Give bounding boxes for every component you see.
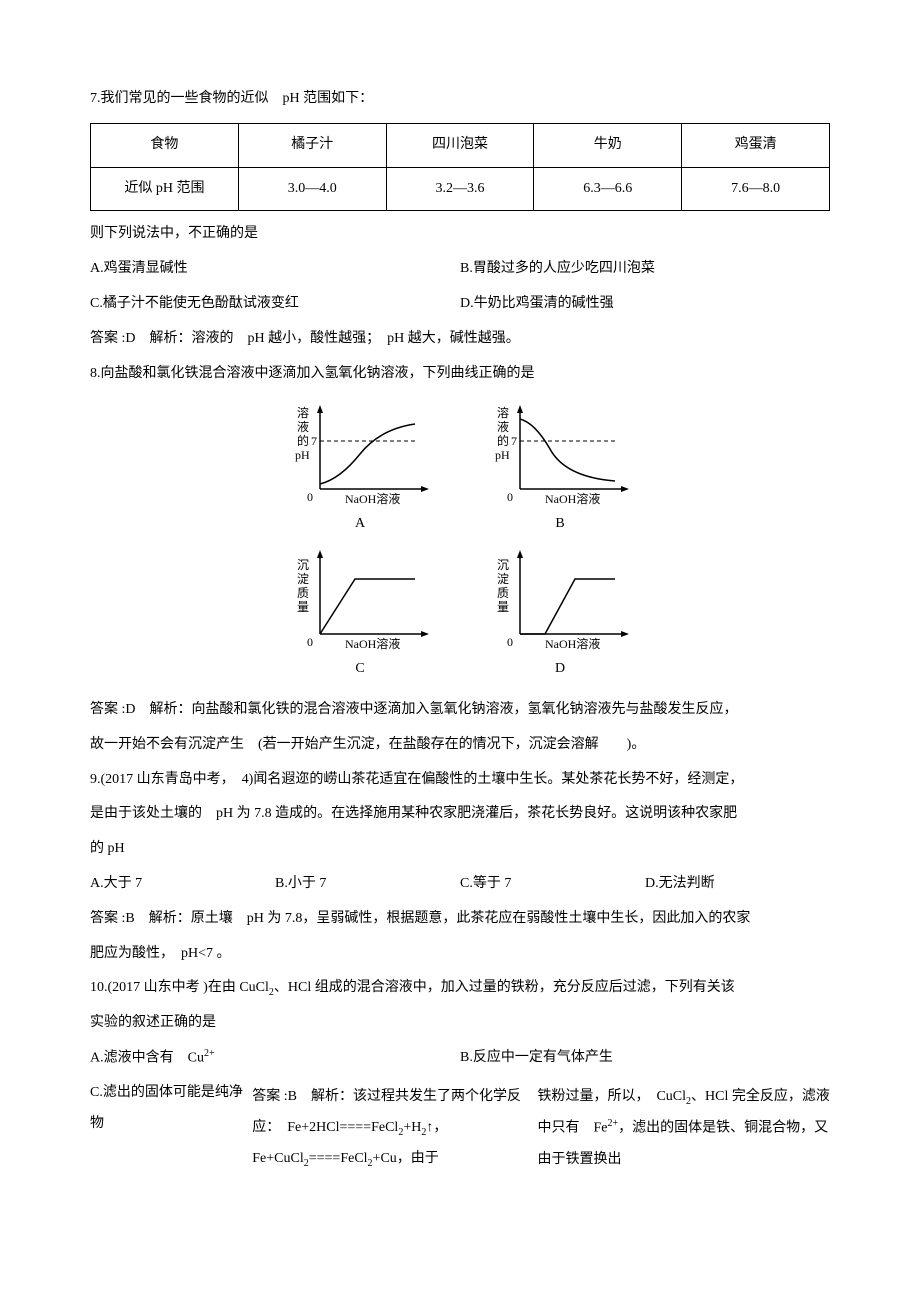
q7-stem: 7.我们常见的一些食物的近似 pH 范围如下： <box>90 84 830 115</box>
chart-c-origin: 0 <box>307 635 313 649</box>
q7-prompt: 则下列说法中，不正确的是 <box>90 219 830 250</box>
q8-answer-2: 故一开始不会有沉淀产生 (若一开始产生沉淀，在盐酸存在的情况下，沉淀会溶解 )。 <box>90 730 830 761</box>
chart-d: 沉 淀 质 量 0 NaOH溶液 <box>485 544 635 654</box>
q10-opt-c: C.滤出的固体可能是纯净物 <box>90 1078 252 1179</box>
th-paocai: 四川泡菜 <box>386 123 534 167</box>
chart-a-xlabel: NaOH溶液 <box>345 491 400 506</box>
cell-juice: 3.0—4.0 <box>238 167 386 211</box>
chart-b-ylabel-2: 液 <box>497 419 509 434</box>
q10-stem-2: 实验的叙述正确的是 <box>90 1008 830 1039</box>
th-juice: 橘子汁 <box>238 123 386 167</box>
q9-opt-b: B.小于 7 <box>275 869 460 900</box>
chart-b-label: B <box>485 509 635 540</box>
chart-d-ylabel-2: 淀 <box>497 572 509 586</box>
q9-answer-1: 答案 :B 解析：原土壤 pH 为 7.8，呈弱碱性，根据题意，此茶花应在弱酸性… <box>90 904 830 935</box>
q7-opt-b: B.胃酸过多的人应少吃四川泡菜 <box>460 254 830 285</box>
q10-opt-a: A.滤液中含有 Cu2+ <box>90 1043 460 1074</box>
q10-stem-1a: 10.(2017 山东中考 )在由 CuCl <box>90 980 269 995</box>
chart-d-xlabel: NaOH溶液 <box>545 636 600 651</box>
chart-b-origin: 0 <box>507 490 513 504</box>
q10-ans-mid1: +H <box>403 1120 421 1135</box>
q9-stem-1: 9.(2017 山东青岛中考， 4)闻名遐迩的崂山茶花适宜在偏酸性的土壤中生长。… <box>90 765 830 796</box>
th-milk: 牛奶 <box>534 123 682 167</box>
chart-a-label: A <box>285 509 435 540</box>
q10-answer-1: 答案 :B 解析：该过程共发生了两个化学反应： Fe+2HCl====FeCl2… <box>252 1082 537 1175</box>
cell-egg: 7.6—8.0 <box>682 167 830 211</box>
chart-b-ylabel-1: 溶 <box>497 405 509 420</box>
q8-answer-1: 答案 :D 解析：向盐酸和氯化铁的混合溶液中逐滴加入氢氧化钠溶液，氢氧化钠溶液先… <box>90 695 830 726</box>
row-label: 近似 pH 范围 <box>91 167 239 211</box>
chart-d-ylabel-4: 量 <box>497 600 509 614</box>
q9-opt-c: C.等于 7 <box>460 869 645 900</box>
q7-opt-d: D.牛奶比鸡蛋清的碱性强 <box>460 289 830 320</box>
chart-c: 沉 淀 质 量 0 NaOH溶液 <box>285 544 435 654</box>
chart-a-origin: 0 <box>307 490 313 504</box>
q10-ans-mid4: +Cu，由于 <box>373 1151 439 1166</box>
th-food: 食物 <box>91 123 239 167</box>
chart-d-ylabel-1: 沉 <box>497 558 509 572</box>
th-egg: 鸡蛋清 <box>682 123 830 167</box>
chart-b-ylabel-4: pH <box>495 448 510 462</box>
q10-answer-2: 铁粉过量，所以， CuCl2、HCl 完全反应，滤液中只有 Fe2+，滤出的固体… <box>537 1082 830 1175</box>
chart-d-ylabel-3: 质 <box>497 586 509 600</box>
chart-a-ylabel-1: 溶 <box>297 405 309 420</box>
chart-c-xlabel: NaOH溶液 <box>345 636 400 651</box>
q9-opt-a: A.大于 7 <box>90 869 275 900</box>
cell-milk: 6.3—6.6 <box>534 167 682 211</box>
chart-c-ylabel-1: 沉 <box>297 558 309 572</box>
q7-answer: 答案 :D 解析：溶液的 pH 越小，酸性越强； pH 越大，碱性越强。 <box>90 324 830 355</box>
chart-b-tick7: 7 <box>511 434 517 448</box>
q9-stem-3: 的 pH <box>90 834 830 865</box>
q8-stem: 8.向盐酸和氯化铁混合溶液中逐滴加入氢氧化钠溶液，下列曲线正确的是 <box>90 359 830 390</box>
q10-ans-pre: 答案 :B 解析：该过程共发生了两个化学反应： Fe+2HCl====FeCl <box>252 1089 521 1135</box>
chart-b-ylabel-3: 的 <box>497 433 509 448</box>
q9-stem-2: 是由于该处土壤的 pH 为 7.8 造成的。在选择施用某种农家肥浇灌后，茶花长势… <box>90 799 830 830</box>
chart-d-label: D <box>485 654 635 685</box>
cell-paocai: 3.2—3.6 <box>386 167 534 211</box>
chart-a: 溶 液 的 pH 7 0 NaOH溶液 <box>285 399 435 509</box>
q8-charts: 溶 液 的 pH 7 0 NaOH溶液 A 溶 液 的 pH <box>90 399 830 685</box>
chart-c-ylabel-4: 量 <box>297 600 309 614</box>
chart-d-origin: 0 <box>507 635 513 649</box>
chart-c-label: C <box>285 654 435 685</box>
q10-opt-b: B.反应中一定有气体产生 <box>460 1043 830 1074</box>
chart-a-ylabel-3: 的 <box>297 433 309 448</box>
q10-stem-1: 10.(2017 山东中考 )在由 CuCl2、HCl 组成的混合溶液中，加入过… <box>90 973 830 1004</box>
sup-2plus: 2+ <box>204 1048 215 1059</box>
q7-table: 食物 橘子汁 四川泡菜 牛奶 鸡蛋清 近似 pH 范围 3.0—4.0 3.2—… <box>90 123 830 212</box>
q9-answer-2: 肥应为酸性， pH<7 。 <box>90 939 830 970</box>
q10-opt-a-text: A.滤液中含有 Cu <box>90 1051 204 1066</box>
q9-opt-d: D.无法判断 <box>645 869 830 900</box>
chart-c-ylabel-3: 质 <box>297 586 309 600</box>
chart-a-tick7: 7 <box>311 434 317 448</box>
chart-b-xlabel: NaOH溶液 <box>545 491 600 506</box>
q10-stem-1b: 、HCl 组成的混合溶液中，加入过量的铁粉，充分反应后过滤，下列有关该 <box>274 980 735 995</box>
q10-ans-mid3: ====FeCl <box>309 1151 368 1166</box>
q7-opt-c: C.橘子汁不能使无色酚酞试液变红 <box>90 289 460 320</box>
chart-b: 溶 液 的 pH 7 0 NaOH溶液 <box>485 399 635 509</box>
chart-c-ylabel-2: 淀 <box>297 572 309 586</box>
q10-ans2-pre: 铁粉过量，所以， CuCl <box>537 1089 686 1104</box>
sup-2plus-b: 2+ <box>607 1118 618 1129</box>
chart-a-ylabel-2: 液 <box>297 419 309 434</box>
q7-opt-a: A.鸡蛋清显碱性 <box>90 254 460 285</box>
chart-a-ylabel-4: pH <box>295 448 310 462</box>
